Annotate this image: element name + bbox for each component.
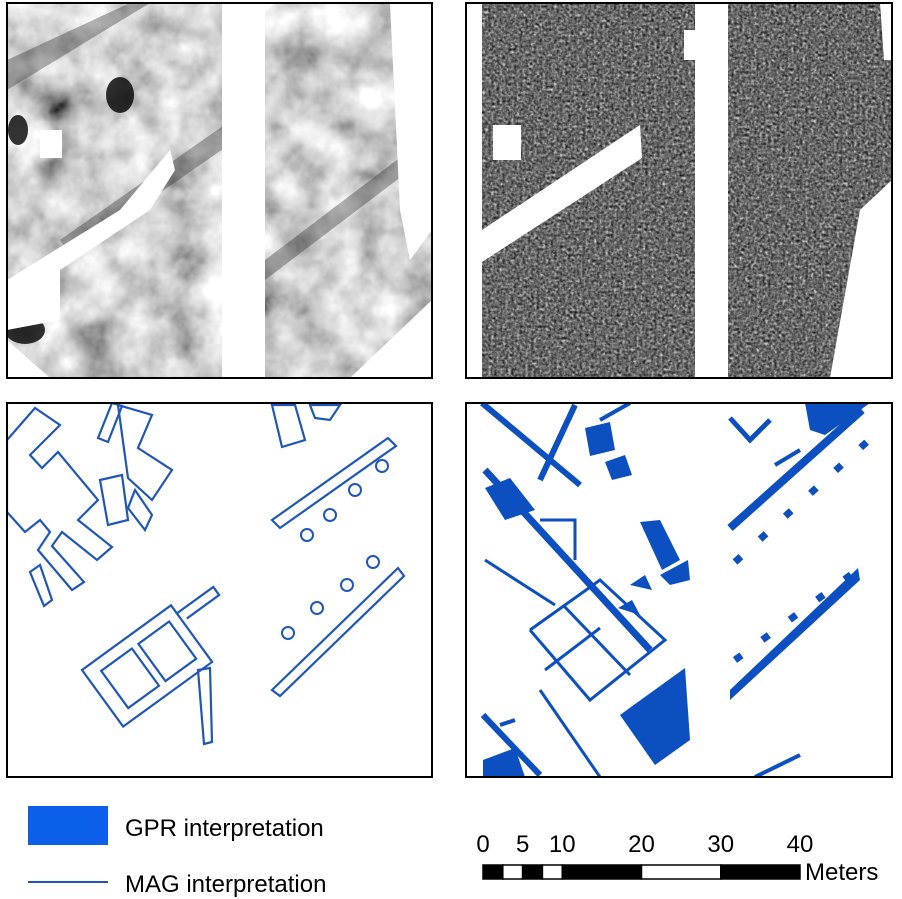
- mag-image: [5, 3, 432, 378]
- mag-interpretation-map-part-part: [324, 509, 336, 521]
- mag-interpretation-map-part-part: [282, 627, 294, 639]
- gpr-interpretation-map-part: [482, 403, 580, 485]
- mag-interpretation-map-part-part: [138, 621, 196, 681]
- scale-segment: [721, 865, 800, 879]
- gpr-interpretation-map-part: [630, 575, 652, 590]
- scale-segment: [562, 865, 641, 879]
- mag-interpretation-map-part: [30, 565, 52, 606]
- gpr-interpretation-map-part: [605, 455, 632, 480]
- legend-label: GPR interpretation: [125, 815, 324, 842]
- gpr-image: [466, 3, 892, 378]
- gpr-interpretation-map-part: [735, 430, 880, 562]
- gpr-interpretation-map-part: [545, 628, 600, 670]
- gpr-interpretation-map-part: [540, 690, 600, 777]
- gpr-interpretation-map-part: [735, 568, 860, 660]
- gpr-interpretation-map-part: [775, 450, 800, 465]
- mag-interpretation-map-part: [82, 579, 249, 727]
- gpr-interpretation-map-part: [485, 470, 650, 650]
- mag-interpretation-map-part-part: [341, 579, 353, 591]
- mag-image-part-part: [106, 77, 134, 113]
- gpr-interpretation-map-part: [600, 403, 630, 420]
- mag-interpretation-map-part-part: [349, 484, 361, 496]
- figure: GPR interpretation MAG interpretation 05…: [0, 0, 902, 899]
- gpr-interpretation-map-part: [485, 560, 555, 605]
- legend-label: MAG interpretation: [125, 871, 326, 898]
- scale-label: 40: [787, 831, 814, 858]
- scale-segment: [542, 865, 562, 879]
- scale-segment: [503, 865, 523, 879]
- gpr-interpretation-map-part: [755, 755, 800, 777]
- mag-interpretation-map-part-part: [82, 605, 212, 726]
- scale-segment: [642, 865, 721, 879]
- scale-label: 30: [707, 831, 734, 858]
- gpr-image-part-part: [684, 30, 696, 60]
- mag-interpretation-map-part-part: [301, 529, 313, 541]
- gpr-image-part-part: [695, 3, 728, 378]
- mag-interpretation-map-part: [118, 405, 172, 500]
- mag-interpretation-map-part-part: [101, 649, 159, 709]
- gpr-interpretation-map-part: [730, 418, 770, 440]
- mag-interpretation-map-part: [272, 405, 305, 447]
- gpr-image-part: [466, 3, 892, 378]
- mag-interpretation-map-part-part: [311, 602, 323, 614]
- scale-label: 0: [476, 831, 489, 858]
- scale-segment: [483, 865, 503, 879]
- gpr-interpretation-map: [482, 403, 880, 777]
- mag-image-part-part: [222, 3, 265, 378]
- mag-image-part-part: [8, 115, 28, 145]
- gpr-interpretation-map-part: [618, 600, 640, 615]
- mag-interpretation-map-part: [100, 475, 128, 525]
- mag-interpretation-map-part-part: [177, 587, 219, 622]
- mag-interpretation-map-part: [310, 405, 340, 420]
- mag-interpretation-map: [7, 403, 404, 744]
- gpr-image-part-part: [466, 3, 482, 378]
- gpr-interpretation-map-part: [500, 720, 515, 725]
- mag-interpretation-map-part-part: [367, 556, 379, 568]
- gpr-interpretation-map-part: [640, 520, 680, 570]
- mag-interpretation-map-part: [282, 460, 388, 639]
- gpr-interpretation-map-part: [585, 422, 615, 456]
- scale-unit: Meters: [805, 859, 878, 886]
- scale-label: 5: [516, 831, 529, 858]
- mag-image-part-part: [40, 130, 62, 158]
- mag-interpretation-map-part: [198, 668, 212, 744]
- gpr-image-part-part: [493, 125, 521, 160]
- scale-segment: [523, 865, 543, 879]
- mag-interpretation-map-part: [272, 438, 396, 528]
- gpr-interpretation-map-part: [730, 568, 860, 700]
- scale-label: 20: [628, 831, 655, 858]
- scale-label: 10: [549, 831, 576, 858]
- mag-interpretation-map-part: [272, 568, 404, 696]
- mag-interpretation-map-part: [7, 408, 112, 590]
- mag-interpretation-map-part-part: [376, 460, 388, 472]
- gpr-interpretation-map-part: [620, 668, 690, 765]
- legend-swatch: [28, 806, 108, 845]
